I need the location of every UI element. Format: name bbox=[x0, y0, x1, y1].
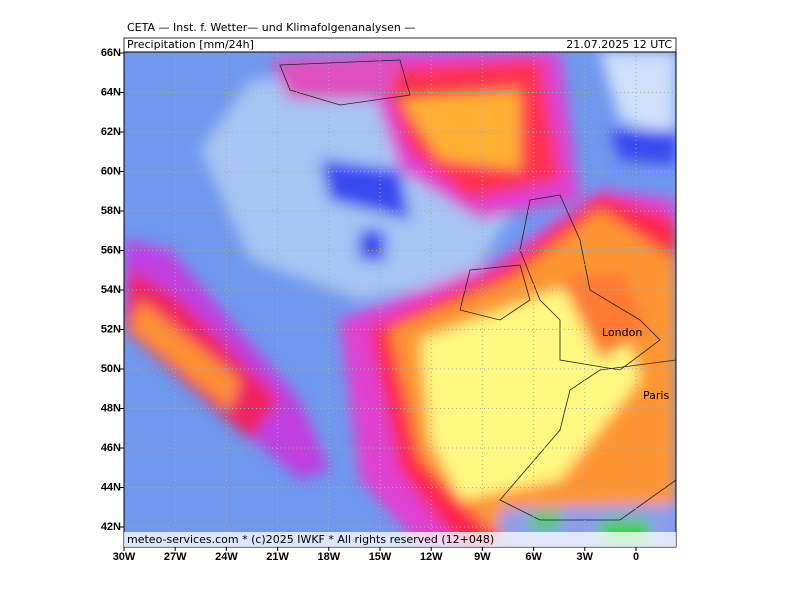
footer-box bbox=[124, 532, 676, 547]
city-label: London bbox=[602, 326, 642, 339]
lon-label: 3W bbox=[577, 551, 594, 563]
lat-label: 48N bbox=[101, 402, 121, 414]
lat-label: 66N bbox=[101, 47, 121, 59]
lon-label: 27W bbox=[164, 551, 187, 563]
city-label: Paris bbox=[643, 389, 669, 402]
product-label: Precipitation [mm/24h] bbox=[127, 38, 254, 51]
lat-label: 64N bbox=[101, 86, 121, 98]
lon-label: 30W bbox=[113, 551, 136, 563]
lat-label: 44N bbox=[101, 481, 121, 493]
valid-time: 21.07.2025 12 UTC bbox=[566, 38, 672, 51]
footer: meteo-services.com * (c)2025 IWKF * All … bbox=[127, 533, 494, 546]
lat-label: 58N bbox=[101, 205, 121, 217]
lon-label: 0 bbox=[633, 551, 639, 563]
lat-label: 56N bbox=[101, 244, 121, 256]
lat-label: 54N bbox=[101, 284, 121, 296]
lon-label: 6W bbox=[525, 551, 542, 563]
lon-label: 9W bbox=[474, 551, 491, 563]
lon-label: 12W bbox=[420, 551, 443, 563]
lat-label: 42N bbox=[101, 521, 121, 533]
lat-label: 50N bbox=[101, 363, 121, 375]
lon-label: 15W bbox=[369, 551, 392, 563]
lat-label: 52N bbox=[101, 323, 121, 335]
lon-label: 18W bbox=[317, 551, 340, 563]
header-institute: CETA — Inst. f. Wetter— und Klimafolgena… bbox=[127, 21, 415, 34]
lat-label: 62N bbox=[101, 126, 121, 138]
precip-field bbox=[124, 52, 676, 547]
lat-label: 46N bbox=[101, 442, 121, 454]
lat-label: 60N bbox=[101, 165, 121, 177]
lon-label: 21W bbox=[266, 551, 289, 563]
lon-label: 24W bbox=[215, 551, 238, 563]
coastlines bbox=[279, 59, 676, 521]
